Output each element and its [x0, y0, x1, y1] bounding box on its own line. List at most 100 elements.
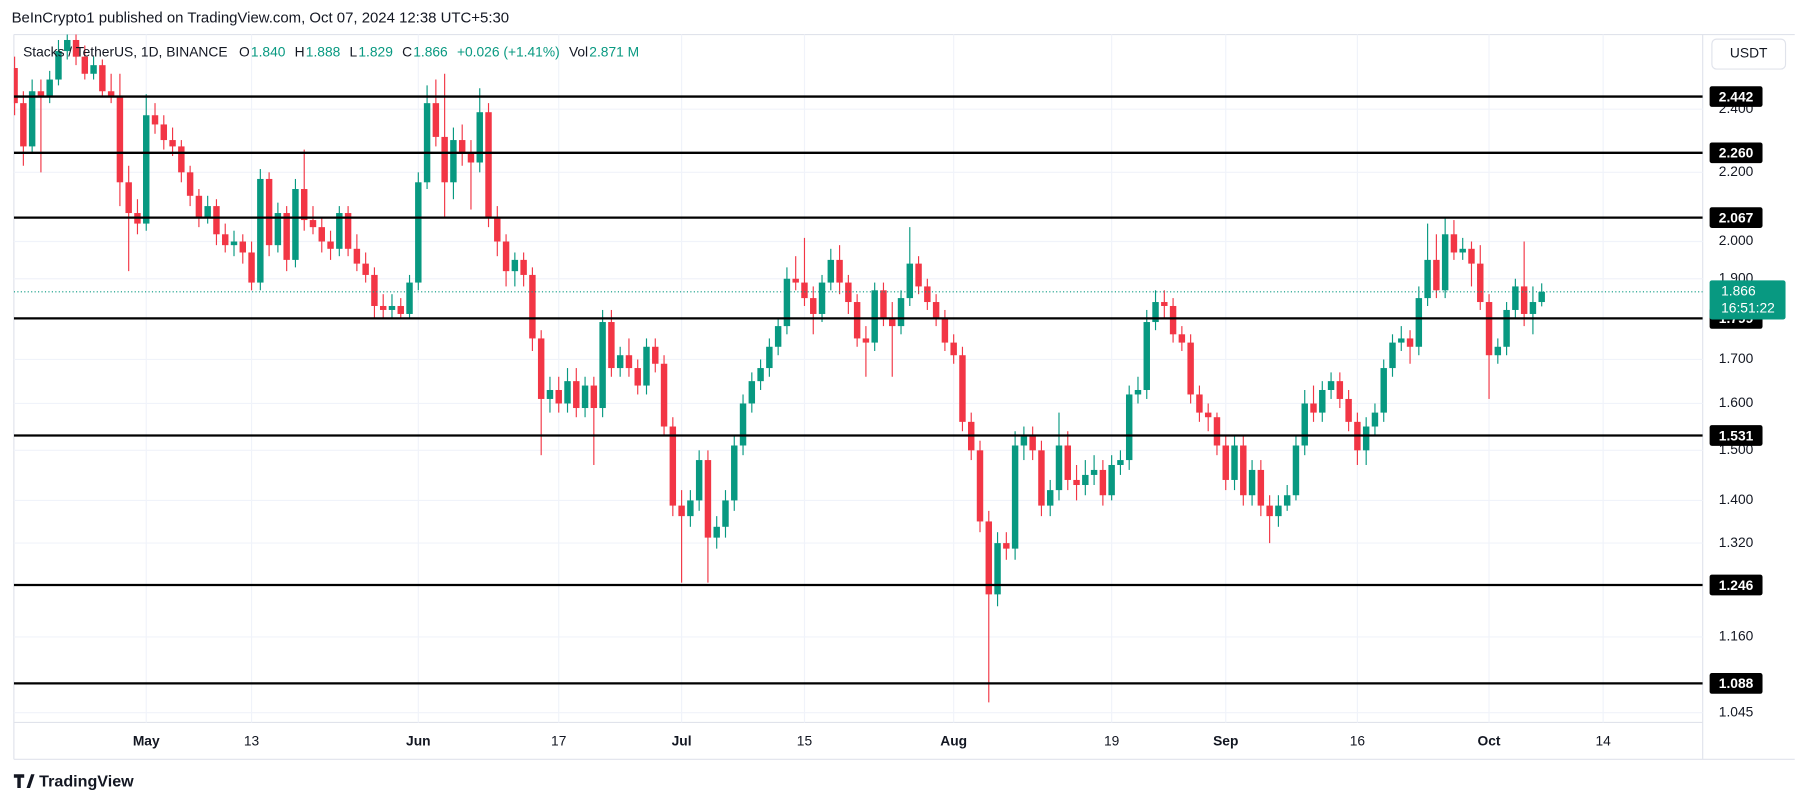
candle-body	[125, 182, 132, 214]
candle-body	[546, 389, 554, 399]
candle-body	[1196, 394, 1203, 413]
symbol-legend: Stacks / TetherUS, 1D, BINANCE O 1.840 H 1.8…	[23, 45, 639, 60]
candle-body	[511, 259, 519, 272]
candle-body	[1029, 435, 1036, 451]
level-label: 1.531	[1719, 428, 1754, 443]
candle-body	[1108, 464, 1115, 496]
candle-body	[941, 317, 949, 343]
candle-body	[774, 326, 782, 347]
candle-body	[1266, 505, 1273, 517]
candle-body	[248, 252, 255, 283]
candle-body	[502, 241, 510, 272]
candle-body	[537, 338, 545, 399]
candle-body	[494, 216, 501, 242]
candle-body	[1494, 346, 1502, 356]
currency-button[interactable]	[1711, 38, 1787, 70]
candle-body	[1152, 302, 1159, 323]
level-label: 1.088	[1719, 676, 1754, 691]
candle-body	[467, 152, 475, 163]
candle-body	[608, 322, 615, 369]
candle-body	[292, 189, 299, 260]
candle-body	[160, 124, 168, 141]
candle-body	[186, 172, 194, 196]
candle-body	[871, 290, 878, 343]
candle-body	[222, 234, 229, 246]
candle-body	[1187, 342, 1194, 395]
candle-body	[1038, 450, 1045, 506]
candle-body	[20, 103, 27, 147]
candle-body	[669, 426, 677, 506]
candle-body	[423, 103, 431, 183]
candle-body	[1125, 394, 1133, 461]
candle-body	[336, 213, 343, 249]
candle-body	[239, 241, 247, 253]
legend-value: 1.840	[251, 45, 286, 60]
candle-body	[1082, 474, 1089, 486]
level-label-box	[1709, 207, 1763, 228]
candle-body	[274, 213, 282, 246]
candle-body	[625, 355, 633, 369]
candle-body	[573, 381, 580, 409]
candle-body	[1134, 389, 1142, 395]
candle-body	[55, 51, 62, 80]
candle-body	[1406, 338, 1414, 347]
logo-icon	[13, 774, 35, 789]
candle-body	[1327, 381, 1335, 390]
candle-body	[994, 543, 1001, 595]
candle-body	[81, 56, 89, 74]
x-tick-label: 13	[244, 734, 260, 749]
candle-body	[616, 355, 624, 369]
candle-body	[739, 403, 747, 446]
candle-body	[1020, 435, 1028, 446]
candle-body	[371, 274, 378, 306]
candle-body	[906, 263, 914, 299]
candle-body	[1073, 479, 1080, 486]
candle-body	[1292, 445, 1300, 496]
candle-body	[318, 227, 325, 242]
candle-body	[283, 213, 290, 260]
candle-body	[99, 65, 106, 92]
candle-body	[1485, 302, 1493, 356]
candle-body	[862, 338, 870, 343]
candle-body	[432, 103, 440, 137]
candle-body	[520, 259, 527, 275]
legend-value: 1.829	[358, 45, 393, 60]
candle-body	[897, 298, 905, 327]
candle-body	[678, 505, 685, 517]
candle-body	[415, 182, 422, 283]
candle-body	[28, 91, 36, 147]
candle-body	[1117, 460, 1124, 465]
candle-body	[695, 460, 703, 501]
candle-body	[599, 322, 606, 409]
candle-body	[1178, 334, 1186, 343]
candle-body	[379, 305, 387, 310]
candle-body	[37, 91, 45, 98]
candle-body	[143, 115, 150, 224]
candle-body	[757, 368, 764, 382]
plot-area	[13, 34, 1703, 703]
candle-body	[1064, 445, 1071, 480]
candle-body	[880, 290, 887, 318]
x-tick-label: Sep	[1213, 734, 1238, 749]
candle-body	[1459, 248, 1466, 253]
candle-body	[362, 263, 369, 275]
candle-body	[529, 274, 536, 339]
candle-body	[1310, 403, 1317, 413]
candle-body	[1099, 469, 1107, 496]
candle-body	[151, 115, 159, 125]
candle-body	[1301, 403, 1308, 446]
candle-body	[195, 195, 203, 217]
currency-label[interactable]: USDT	[1730, 46, 1768, 61]
candle-body	[485, 112, 492, 217]
candle-body	[178, 146, 185, 173]
footer-logo: TradingView	[13, 773, 134, 791]
candle-body	[1477, 263, 1484, 303]
candle-body	[1520, 286, 1528, 314]
candle-body	[766, 346, 773, 369]
x-tick-label: 16	[1350, 734, 1366, 749]
candle-body	[1345, 398, 1352, 422]
candle-body	[731, 445, 738, 501]
candle-body	[976, 450, 984, 522]
candle-body	[713, 526, 720, 538]
